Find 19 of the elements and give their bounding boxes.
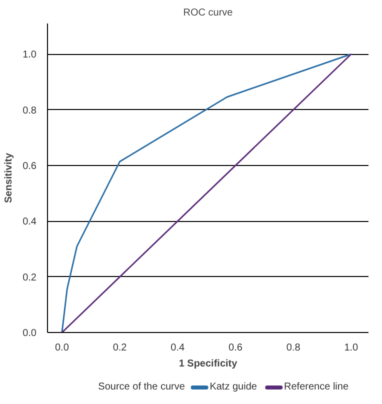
y-tick-label: 0.2 [22,272,37,284]
legend-label: Reference line [284,382,349,392]
y-tick-label: 1.0 [22,50,37,61]
x-axis-title: 1 Specificity [178,358,238,370]
x-tick-label: 1.0 [344,342,359,354]
x-tick-label: 0.4 [170,342,186,354]
x-tick-label: 0.0 [55,342,70,354]
legend-label: Katz guide [210,382,258,392]
chart-title: ROC curve [183,8,234,18]
y-tick-label: 0.0 [22,328,37,339]
y-tick-label: 0.6 [22,160,37,172]
x-tick-label: 0.6 [228,342,243,354]
legend-title: Source of the curve [98,382,186,392]
line-series [61,53,352,332]
x-tick-label: 0.8 [286,342,301,354]
y-axis-title: Sensitivity [4,152,15,204]
x-tick-label: 0.2 [112,342,128,354]
y-tick-label: 0.4 [22,216,37,228]
y-tick-label: 0.8 [22,105,37,116]
